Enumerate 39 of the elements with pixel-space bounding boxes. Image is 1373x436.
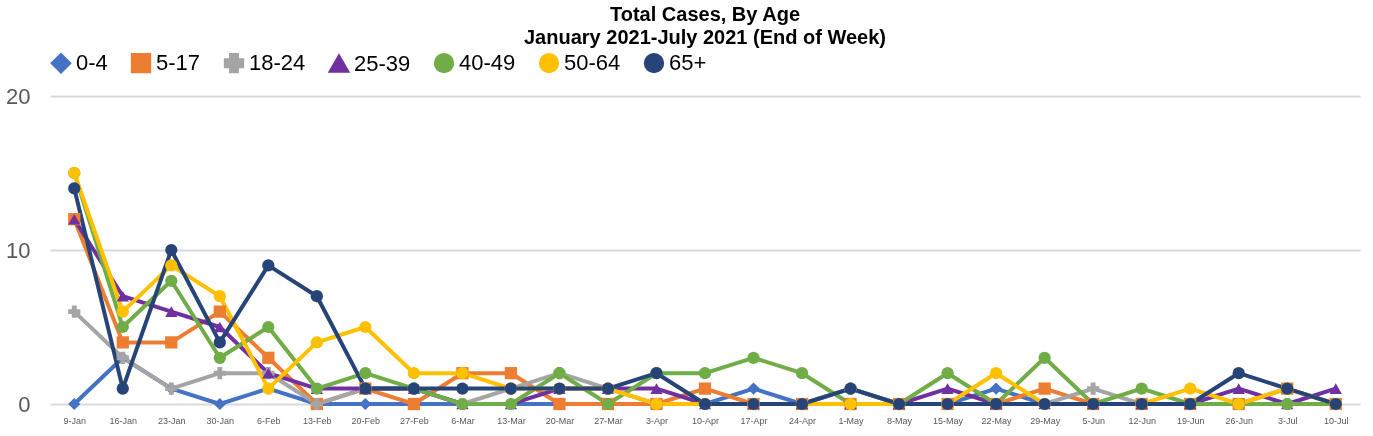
y-tick-label: 0 — [18, 391, 31, 417]
x-tick-label: 13-Feb — [303, 415, 332, 426]
legend-label: 18-24 — [249, 50, 306, 76]
x-tick-label: 20-Mar — [545, 415, 575, 426]
x-tick-label: 9-Jan — [63, 415, 87, 426]
legend-label: 40-49 — [459, 50, 516, 76]
x-tick-label: 13-Mar — [497, 415, 526, 426]
legend-label: 25-39 — [354, 50, 411, 76]
x-tick-label: 15-May — [933, 415, 964, 426]
x-tick-label: 3-Jul — [1277, 415, 1298, 426]
x-tick-label: 12-Jun — [1128, 415, 1156, 426]
x-tick-label: 23-Jan — [158, 415, 186, 426]
x-tick-label: 26-Jun — [1225, 415, 1253, 426]
legend-label: 0-4 — [76, 50, 108, 76]
x-tick-label: 1-May — [838, 415, 865, 426]
x-tick-label: 16-Jan — [109, 415, 138, 426]
x-tick-label: 30-Jan — [206, 415, 235, 426]
x-tick-label: 24-Apr — [789, 415, 817, 426]
x-tick-label: 22-May — [981, 415, 1013, 426]
x-tick-label: 27-Feb — [400, 415, 429, 426]
legend-label: 50-64 — [564, 50, 621, 76]
x-tick-label: 19-Jun — [1176, 415, 1205, 426]
x-tick-label: 17-Apr — [740, 415, 768, 426]
x-tick-label: 20-Feb — [351, 415, 381, 426]
x-tick-label: 3-Apr — [645, 415, 668, 426]
x-tick-label: 10-Jul — [1323, 415, 1349, 426]
y-tick-label: 10 — [6, 237, 31, 263]
x-tick-label: 10-Apr — [691, 415, 720, 426]
x-tick-label: 6-Mar — [451, 415, 475, 426]
x-tick-label: 27-Mar — [594, 415, 623, 426]
x-tick-label: 29-May — [1030, 415, 1061, 426]
legend-label: 5-17 — [156, 50, 201, 76]
y-tick-label: 20 — [6, 83, 31, 109]
x-tick-label: 5-Jun — [1082, 415, 1105, 426]
legend-label: 65+ — [669, 50, 707, 76]
x-tick-label: 8-May — [887, 415, 913, 426]
x-tick-label: 6-Feb — [257, 415, 281, 426]
chart-subtitle: January 2021-July 2021 (End of Week) — [523, 26, 887, 48]
chart-title: Total Cases, By Age — [609, 3, 801, 25]
